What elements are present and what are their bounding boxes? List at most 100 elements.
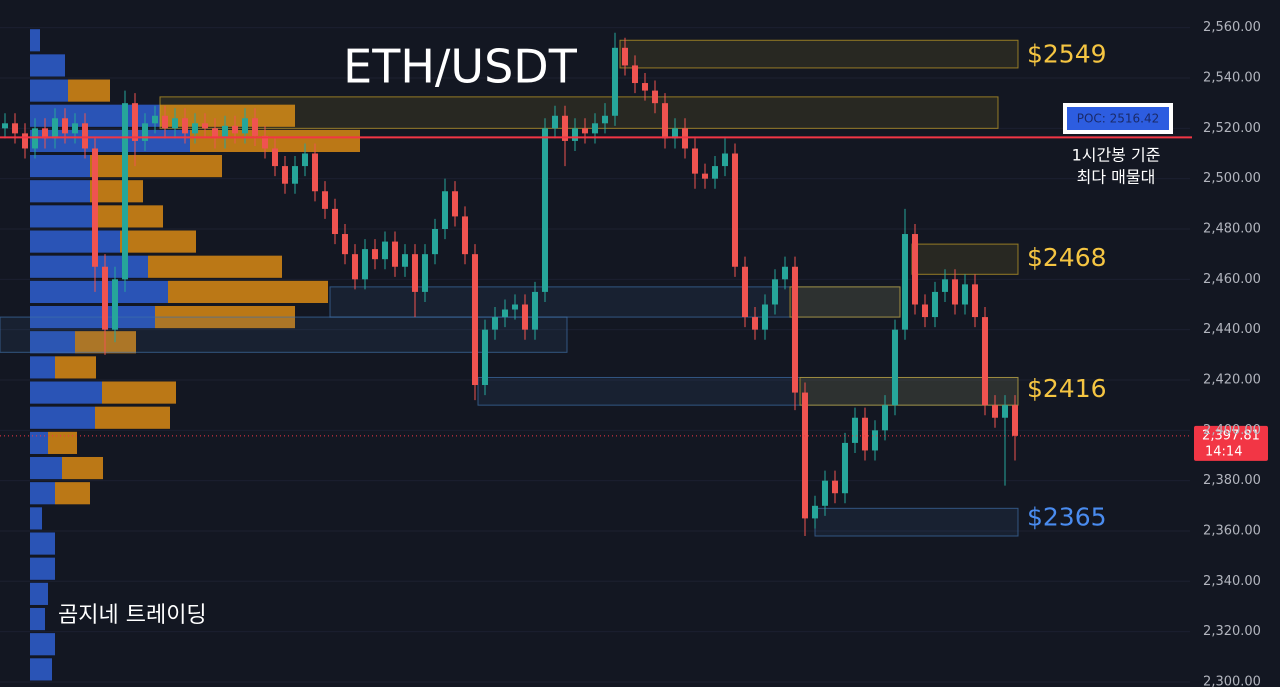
y-tick-label: 2,400.00 <box>1203 423 1261 438</box>
profile-sell <box>55 482 90 505</box>
candle-body <box>262 135 268 149</box>
candle-body <box>1002 405 1008 418</box>
profile-buy <box>30 456 62 480</box>
y-tick-label: 2,360.00 <box>1203 523 1261 538</box>
y-tick-label: 2,520.00 <box>1203 121 1261 136</box>
zones <box>0 39 1019 537</box>
candle-body <box>432 229 438 255</box>
candle-body <box>402 254 408 267</box>
y-tick-label: 2,540.00 <box>1203 71 1261 86</box>
candle-body <box>892 329 898 406</box>
zone <box>799 376 1019 406</box>
profile-buy <box>30 356 55 379</box>
candle-body <box>82 123 88 149</box>
poc-label: POC: 2516.42 <box>1077 112 1160 126</box>
candle-body <box>542 128 548 292</box>
price-label: $2468 <box>1027 243 1107 272</box>
profile-buy <box>30 129 190 153</box>
overlays: $2549 $2468 $2416 $2365 POC: 2516.42 1시간봉 기준최… <box>0 39 1268 531</box>
candle-body <box>312 153 318 192</box>
profile-sell <box>68 79 110 102</box>
profile-sell <box>48 431 77 454</box>
candle-body <box>32 128 38 149</box>
candle-body <box>322 191 328 209</box>
candle-body <box>132 103 138 141</box>
candle-body <box>562 115 568 141</box>
candle-body <box>782 266 788 280</box>
candle-body <box>812 505 818 519</box>
y-tick-label: 2,560.00 <box>1203 20 1261 35</box>
candle-body <box>112 279 118 330</box>
profile-buy <box>30 633 55 656</box>
candle-body <box>442 191 448 229</box>
candle-body <box>992 405 998 418</box>
candle-body <box>222 125 228 139</box>
profile-sell <box>62 456 103 480</box>
profile-sell <box>95 406 170 429</box>
candle-body <box>332 208 338 235</box>
profile-buy <box>30 406 95 429</box>
last-price-time: 14:14 <box>1205 444 1242 459</box>
profile-buy <box>30 557 55 580</box>
candle-body <box>922 304 928 318</box>
candle-body <box>522 304 528 330</box>
profile-buy <box>30 582 48 605</box>
profile-sell <box>168 280 328 303</box>
candle-body <box>482 329 488 386</box>
candle-body <box>962 284 968 305</box>
candle-body <box>462 216 468 255</box>
profile-sell <box>148 255 282 278</box>
zone <box>477 376 1019 406</box>
zone <box>911 243 1019 275</box>
last-price-label: 2,397.81 <box>1202 428 1260 443</box>
candle-body <box>722 153 728 167</box>
candle-body <box>552 115 558 129</box>
candle-body <box>932 291 938 318</box>
profile-sell <box>90 155 222 178</box>
candle-body <box>282 166 288 184</box>
profile-buy <box>30 180 90 203</box>
profile-buy <box>30 280 168 303</box>
candle-body <box>302 153 308 167</box>
last-price-box <box>1194 425 1268 461</box>
candle-body <box>792 266 798 393</box>
candle-body <box>672 128 678 139</box>
candle-body <box>842 442 848 494</box>
candle-body <box>732 153 738 267</box>
candle-body <box>202 123 208 129</box>
candle-body <box>742 266 748 318</box>
candle-body <box>452 191 458 217</box>
candle-body <box>512 304 518 310</box>
price-label: $2365 <box>1027 502 1107 531</box>
profile-buy <box>30 54 65 77</box>
candle-body <box>342 234 348 255</box>
candle-body <box>822 480 828 506</box>
candle-body <box>212 128 218 139</box>
candle-body <box>22 133 28 149</box>
candle-body <box>762 304 768 330</box>
candle-body <box>2 123 8 129</box>
y-tick-label: 2,440.00 <box>1203 322 1261 337</box>
candle-body <box>852 417 858 443</box>
candle-body <box>832 480 838 494</box>
profile-buy <box>30 104 160 127</box>
profile-buy <box>30 658 52 681</box>
candle-body <box>122 103 128 280</box>
candle-body <box>92 148 98 267</box>
candle-body <box>12 123 18 134</box>
poc-box-inner <box>1067 107 1169 130</box>
candle-body <box>242 118 248 134</box>
candle-body <box>362 249 368 280</box>
watermark: 곰지네 트레이딩 <box>58 603 207 628</box>
zone <box>0 316 568 353</box>
y-tick-label: 2,380.00 <box>1203 473 1261 488</box>
price-label: $2549 <box>1027 39 1107 68</box>
profile-buy <box>30 607 45 631</box>
price-label: $2416 <box>1027 374 1107 403</box>
profile-buy <box>30 230 120 253</box>
profile-sell <box>160 104 295 127</box>
y-tick-label: 2,500.00 <box>1203 171 1261 186</box>
y-tick-label: 2,460.00 <box>1203 272 1261 287</box>
candle-body <box>582 128 588 134</box>
candle-body <box>492 317 498 330</box>
